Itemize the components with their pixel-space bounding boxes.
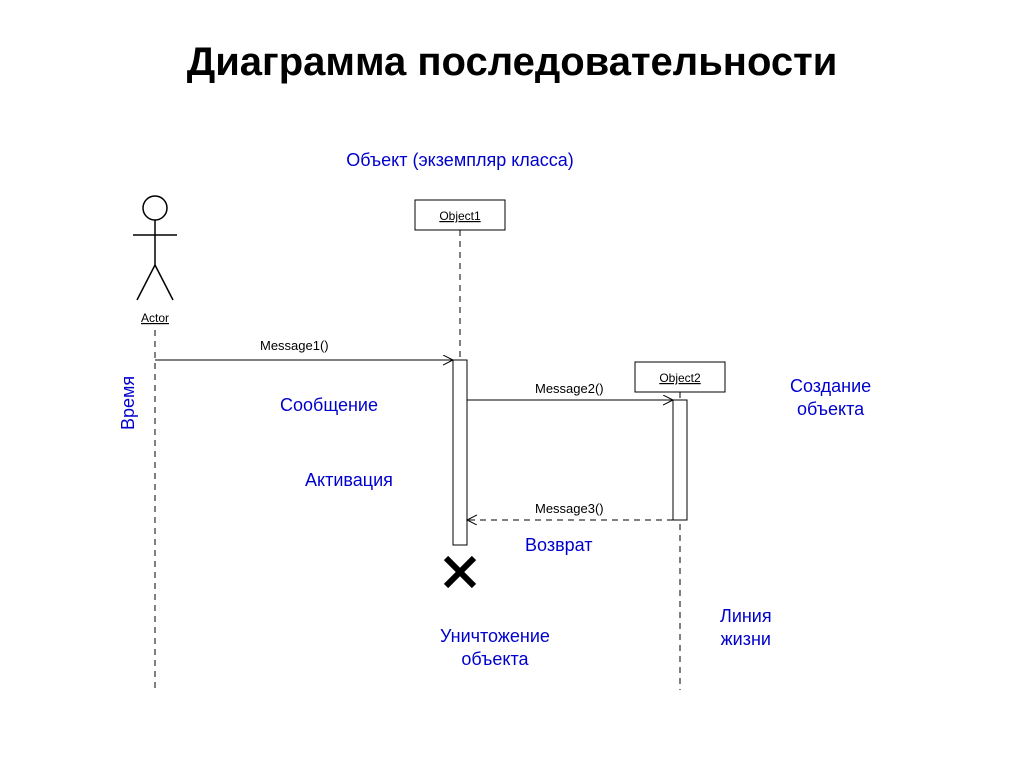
actor-figure: [133, 196, 177, 300]
activation-object2: [673, 400, 687, 520]
actor-label: Actor: [141, 311, 169, 325]
object2-label: Object2: [659, 371, 701, 385]
message2-label: Message2(): [535, 381, 604, 396]
sequence-diagram: Actor Object1 Object2 Message1() Message…: [0, 0, 1024, 767]
activation-object1: [453, 360, 467, 545]
message3-label: Message3(): [535, 501, 604, 516]
destroy-icon: [446, 558, 474, 586]
message1-label: Message1(): [260, 338, 329, 353]
object1-label: Object1: [439, 209, 481, 223]
